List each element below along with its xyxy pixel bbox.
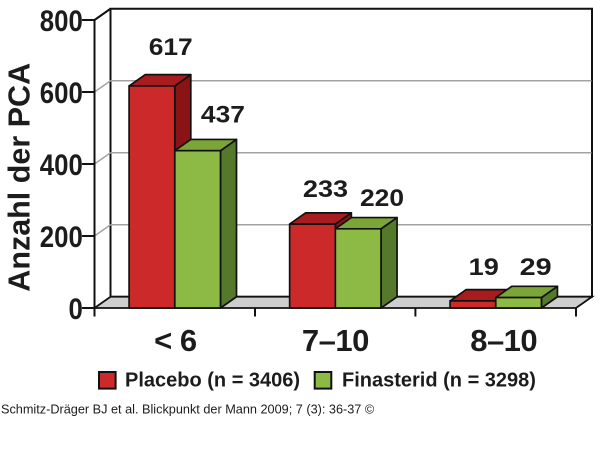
svg-text:600: 600: [40, 76, 83, 109]
svg-text:< 6: < 6: [154, 323, 197, 358]
svg-text:Finasterid (n = 3298): Finasterid (n = 3298): [342, 369, 536, 391]
svg-text:800: 800: [40, 4, 83, 37]
svg-text:200: 200: [40, 220, 83, 253]
svg-text:400: 400: [40, 148, 83, 181]
svg-text:19: 19: [469, 254, 499, 280]
svg-text:Placebo (n = 3406): Placebo (n = 3406): [125, 369, 300, 391]
svg-text:220: 220: [360, 185, 404, 212]
svg-text:Anzahl der PCA: Anzahl der PCA: [3, 63, 37, 292]
svg-text:8–10: 8–10: [470, 323, 537, 358]
svg-text:617: 617: [149, 34, 193, 61]
svg-text:437: 437: [201, 102, 245, 129]
svg-text:0: 0: [68, 292, 82, 325]
svg-text:233: 233: [303, 176, 348, 202]
svg-text:7–10: 7–10: [302, 323, 369, 358]
svg-text:Schmitz-Dräger BJ et al. Blick: Schmitz-Dräger BJ et al. Blickpunkt der …: [1, 402, 375, 416]
svg-text:29: 29: [520, 253, 552, 280]
